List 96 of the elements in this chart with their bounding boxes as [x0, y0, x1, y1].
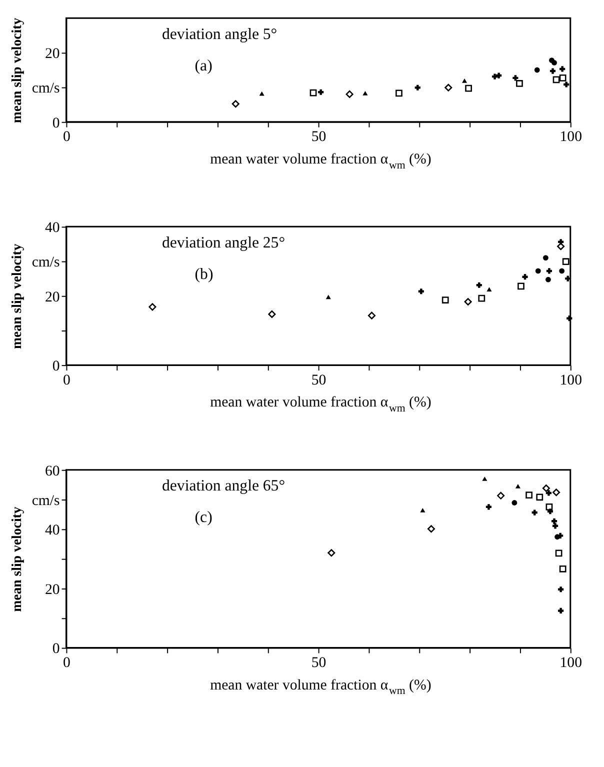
point — [562, 258, 570, 266]
x-tick-label: 50 — [311, 129, 326, 146]
point — [542, 255, 548, 261]
point — [551, 518, 558, 524]
point — [318, 89, 324, 95]
point — [496, 72, 502, 78]
point — [557, 242, 565, 250]
x-tick-label: 50 — [311, 372, 326, 388]
point — [414, 84, 420, 90]
y-tick-label: 20 — [44, 582, 60, 598]
point — [515, 484, 520, 488]
point — [516, 80, 523, 87]
point — [259, 91, 264, 96]
x-tick-label: 0 — [63, 655, 70, 672]
point — [512, 500, 518, 506]
point — [396, 90, 402, 97]
point — [552, 60, 557, 66]
point — [326, 294, 331, 300]
point — [542, 484, 550, 492]
point — [486, 504, 492, 510]
point — [546, 490, 552, 496]
point — [566, 316, 572, 322]
y-tick-label: 40 — [44, 220, 60, 236]
point — [546, 276, 551, 282]
x-tick-label: 100 — [560, 372, 582, 388]
point — [232, 100, 240, 108]
y-axis-title: mean slip velocity — [8, 244, 24, 349]
point — [564, 82, 570, 88]
y-tick-label: cm/s — [32, 80, 60, 97]
point — [535, 268, 541, 274]
point — [442, 296, 449, 304]
point — [346, 90, 354, 98]
point — [420, 508, 426, 512]
point — [546, 503, 553, 510]
point — [362, 90, 368, 96]
y-axis-title: mean slip velocity — [8, 506, 24, 612]
y-tick-label: 0 — [52, 115, 60, 132]
y-axis-title: mean slip velocity — [8, 18, 24, 124]
point — [476, 282, 482, 288]
chart-title: deviation angle 5° — [162, 26, 278, 43]
point — [418, 288, 424, 294]
chart-title: deviation angle 25° — [162, 234, 286, 252]
point — [554, 534, 560, 540]
point — [478, 294, 486, 302]
point — [552, 488, 560, 496]
point — [560, 66, 566, 72]
point — [547, 508, 554, 514]
point — [497, 492, 505, 500]
annotation: (c) — [194, 509, 212, 526]
point — [462, 78, 468, 83]
point — [558, 608, 564, 614]
annotation: (b) — [194, 266, 214, 284]
point — [518, 282, 524, 290]
point — [444, 84, 452, 92]
point — [559, 565, 566, 572]
chart-title: deviation angle 65° — [162, 478, 286, 495]
point — [522, 274, 528, 280]
point — [550, 68, 556, 74]
x-tick-label: 0 — [63, 372, 70, 388]
x-tick-label: 100 — [560, 655, 582, 672]
point — [532, 510, 538, 516]
y-tick-label: cm/s — [32, 492, 60, 509]
point — [148, 303, 156, 311]
point — [310, 89, 317, 96]
y-tick-label: 60 — [44, 463, 60, 480]
point — [534, 67, 540, 73]
point — [464, 298, 472, 306]
point — [465, 84, 472, 92]
y-tick-label: 20 — [44, 289, 60, 306]
point — [552, 523, 558, 529]
x-tick-label: 100 — [560, 129, 582, 146]
y-tick-label: 40 — [44, 522, 60, 539]
y-tick-label: 20 — [44, 46, 60, 62]
y-tick-label: cm/s — [32, 254, 60, 271]
point — [559, 268, 565, 274]
point — [555, 550, 562, 557]
point — [559, 74, 566, 82]
point — [328, 549, 336, 557]
point — [368, 312, 376, 320]
point — [486, 287, 492, 292]
point — [492, 74, 498, 80]
point — [427, 525, 436, 533]
y-tick-label: 0 — [52, 641, 60, 658]
point — [526, 492, 532, 498]
point — [512, 75, 518, 81]
x-tick-label: 50 — [311, 655, 326, 672]
y-tick-label: 0 — [52, 358, 60, 374]
annotation: (a) — [194, 57, 212, 74]
point — [558, 586, 564, 592]
point — [536, 494, 544, 501]
point — [268, 310, 276, 318]
point — [558, 239, 564, 245]
point — [546, 268, 552, 274]
x-tick-label: 0 — [63, 129, 70, 146]
point — [552, 76, 560, 84]
point — [482, 476, 488, 481]
